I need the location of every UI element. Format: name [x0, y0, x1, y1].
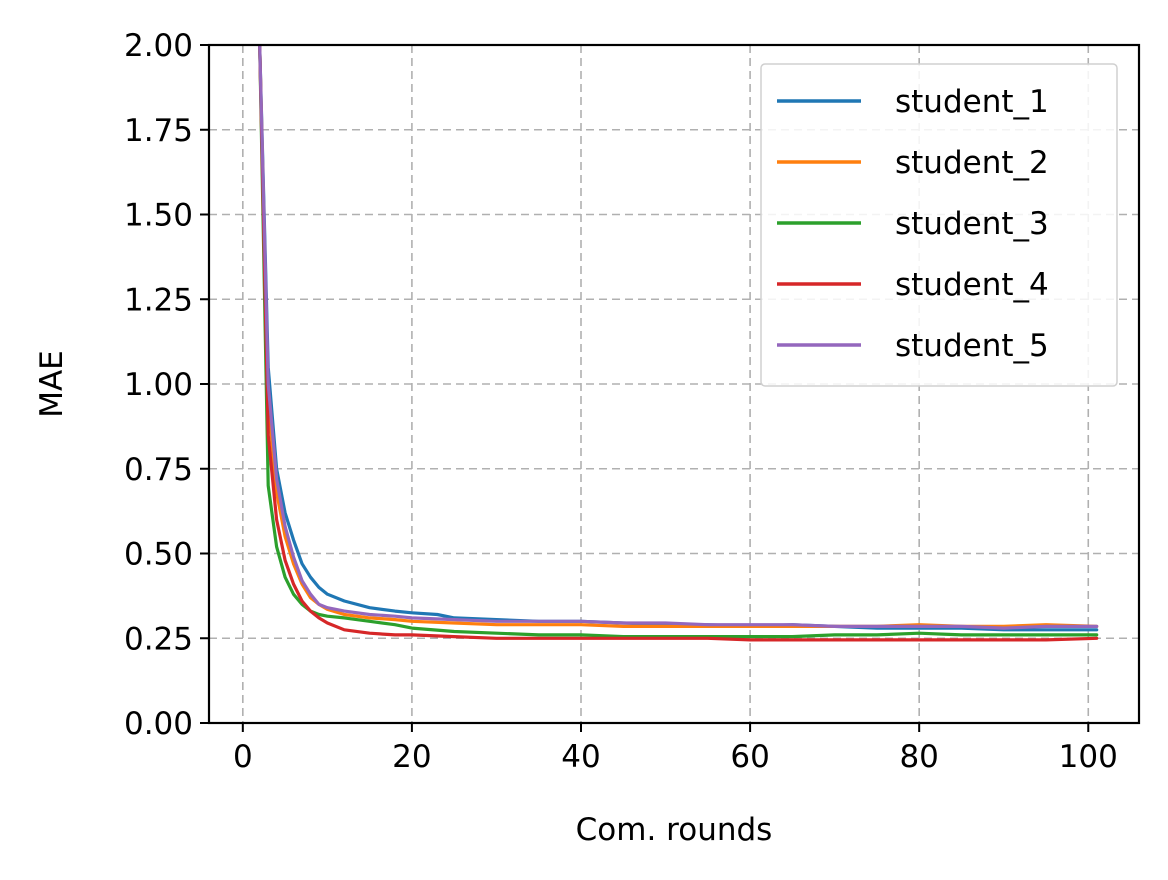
- legend-label-student_2: student_2: [895, 145, 1049, 181]
- legend-label-student_5: student_5: [895, 328, 1049, 364]
- y-tick-label: 1.00: [124, 367, 193, 403]
- y-tick-label: 0.75: [124, 452, 193, 488]
- series-lines: [258, 45, 1099, 642]
- legend-label-student_3: student_3: [895, 206, 1049, 242]
- series-line-student_1: [258, 45, 1099, 632]
- x-axis-ticks: 0 20 40 60 80 100: [233, 723, 1118, 775]
- y-tick-label: 0.50: [124, 537, 193, 573]
- x-axis-title: Com. rounds: [576, 812, 773, 848]
- x-tick-label: 0: [233, 739, 253, 775]
- y-tick-label: 1.75: [124, 113, 193, 149]
- legend: student_1 student_2 student_3 student_4stud…: [760, 63, 1118, 387]
- series-line-student_4: [258, 45, 1099, 642]
- series-line-student_5: [258, 45, 1099, 630]
- y-axis-title: MAE: [34, 350, 70, 418]
- legend-label-student_4: student_4: [895, 267, 1049, 303]
- y-tick-label: 1.50: [124, 198, 193, 234]
- legend-label-student_1: student_1: [895, 84, 1049, 120]
- series-line-student_3: [258, 45, 1099, 639]
- y-tick-label: 0.25: [124, 621, 193, 657]
- y-tick-label: 2.00: [124, 28, 193, 64]
- legend-box: [760, 63, 1118, 387]
- x-tick-label: 20: [392, 739, 431, 775]
- y-tick-label: 1.25: [124, 282, 193, 318]
- y-axis-ticks: 0.00 0.25 0.50 0.75 1.00 1.25 1.50 1.75 2.00: [124, 28, 209, 742]
- x-tick-label: 80: [899, 739, 938, 775]
- y-tick-label: 0.00: [124, 706, 193, 742]
- x-tick-label: 100: [1059, 739, 1118, 775]
- x-tick-label: 40: [561, 739, 600, 775]
- x-tick-label: 60: [730, 739, 769, 775]
